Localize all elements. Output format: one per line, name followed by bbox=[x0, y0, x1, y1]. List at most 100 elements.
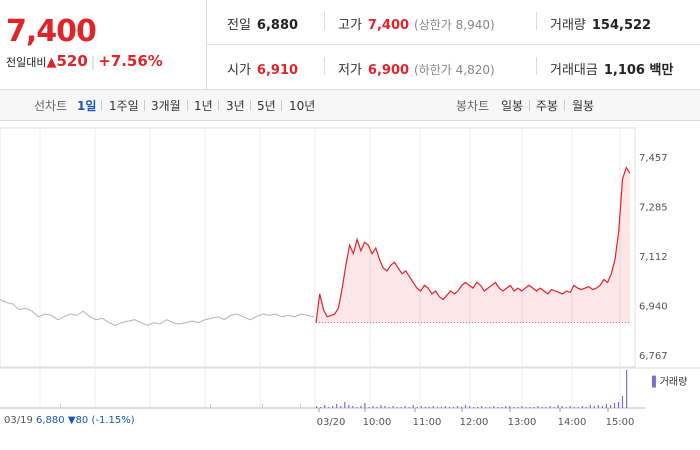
volume-bar bbox=[452, 407, 455, 408]
volume-bar bbox=[400, 407, 402, 408]
volume-bar bbox=[444, 406, 446, 408]
change-percent: +7.56% bbox=[98, 52, 163, 70]
quote-header: 7,400 전일대비▲520 | +7.56% 전일 6,880 고가 7,400 (상한… bbox=[0, 0, 700, 90]
plot-area bbox=[0, 127, 636, 368]
volume-bar bbox=[569, 406, 571, 408]
volume-bar bbox=[557, 405, 559, 408]
volume-bar bbox=[473, 407, 475, 408]
volume-bar bbox=[477, 407, 479, 408]
volume-bar bbox=[372, 406, 374, 408]
volume-bar bbox=[626, 370, 628, 408]
divider bbox=[536, 57, 537, 75]
volume-bar bbox=[356, 407, 358, 408]
tab-divider bbox=[529, 100, 530, 111]
divider bbox=[324, 57, 325, 75]
period-tabs: 선차트 1일 1주일 3개월 1년 3년 5년 10년 봉차트 일봉 주봉 월봉 bbox=[0, 90, 700, 121]
volume-bar bbox=[352, 406, 354, 408]
volume-bar bbox=[428, 407, 430, 408]
change-label: 전일대비 bbox=[6, 56, 47, 69]
volume-bar bbox=[533, 407, 535, 408]
volume-bar bbox=[324, 405, 326, 408]
volume-bar bbox=[521, 406, 523, 408]
tab-1y[interactable]: 1년 bbox=[194, 99, 213, 113]
volume-bar bbox=[541, 407, 543, 408]
volume-bar bbox=[525, 407, 527, 408]
volume-bar bbox=[553, 407, 555, 408]
volume-bar bbox=[529, 407, 531, 408]
stat-open: 시가 6,910 bbox=[227, 63, 299, 78]
divider bbox=[536, 12, 537, 30]
y-tick-label: 7,112 bbox=[639, 252, 668, 263]
tab-monthly[interactable]: 월봉 bbox=[572, 99, 595, 113]
volume-bar bbox=[621, 396, 624, 408]
volume-bar bbox=[424, 407, 426, 408]
volume-bar bbox=[316, 406, 318, 408]
stats-table: 전일 6,880 고가 7,400 (상한가 8,940) 거래량 154,522 시가… bbox=[207, 0, 700, 89]
volume-bar bbox=[328, 407, 330, 408]
volume-bar bbox=[585, 407, 587, 408]
tab-divider bbox=[187, 100, 188, 111]
tab-3m[interactable]: 3개월 bbox=[151, 99, 181, 113]
volume-bar bbox=[432, 406, 434, 408]
change-divider: | bbox=[90, 55, 96, 70]
volume-bar bbox=[517, 407, 519, 408]
tab-1d[interactable]: 1일 bbox=[77, 99, 97, 113]
change-row: 전일대비▲520 | +7.56% bbox=[6, 52, 163, 70]
stat-volume: 거래량 154,522 bbox=[550, 18, 652, 33]
today-area bbox=[316, 167, 630, 323]
volume-bar bbox=[493, 406, 495, 408]
volume-bar bbox=[368, 407, 370, 408]
volume-bar bbox=[513, 407, 515, 408]
line-chart-label: 선차트 bbox=[34, 99, 68, 113]
volume-bar bbox=[561, 406, 563, 408]
prev-day-line bbox=[0, 299, 315, 326]
volume-bar bbox=[577, 407, 579, 408]
divider bbox=[324, 12, 325, 30]
volume-bar bbox=[509, 406, 511, 408]
stats-row-1: 전일 6,880 고가 7,400 (상한가 8,940) 거래량 154,522 bbox=[207, 0, 700, 45]
volume-bar bbox=[605, 404, 607, 408]
volume-bar bbox=[332, 406, 334, 408]
volume-bar bbox=[545, 407, 547, 408]
y-tick-label: 6,767 bbox=[639, 351, 668, 362]
tab-5y[interactable]: 5년 bbox=[257, 99, 276, 113]
x-tick-label: 13:00 bbox=[508, 417, 537, 428]
volume-bar bbox=[384, 406, 386, 408]
volume-bar bbox=[573, 407, 575, 408]
tab-divider bbox=[281, 100, 282, 111]
volume-bar bbox=[497, 407, 499, 408]
volume-bar bbox=[420, 406, 422, 408]
volume-bar bbox=[581, 406, 583, 408]
current-price: 7,400 bbox=[6, 14, 97, 49]
x-tick-label: 11:00 bbox=[413, 417, 442, 428]
candle-chart-label: 봉차트 bbox=[456, 99, 490, 113]
volume-bar bbox=[344, 402, 346, 408]
x-tick-label: 10:00 bbox=[363, 417, 392, 428]
volume-bar bbox=[481, 406, 483, 408]
tab-1w[interactable]: 1주일 bbox=[109, 99, 139, 113]
volume-bar bbox=[320, 407, 322, 408]
tab-weekly[interactable]: 주봉 bbox=[536, 99, 559, 113]
tab-daily[interactable]: 일봉 bbox=[501, 99, 524, 113]
today-line bbox=[315, 166, 631, 323]
tab-divider bbox=[101, 100, 102, 111]
tab-3y[interactable]: 3년 bbox=[226, 99, 245, 113]
prev-date: 03/19 bbox=[4, 415, 33, 426]
price-box: 7,400 전일대비▲520 | +7.56% bbox=[0, 0, 207, 89]
prev-change-pct: (-1.15%) bbox=[91, 415, 135, 426]
volume-bar bbox=[537, 406, 539, 408]
volume-bar bbox=[396, 407, 398, 408]
y-tick-label: 6,940 bbox=[639, 301, 668, 312]
volume-bar bbox=[489, 407, 491, 408]
tab-divider bbox=[218, 100, 219, 111]
volume-bar-prev bbox=[300, 404, 301, 408]
tab-10y[interactable]: 10년 bbox=[289, 99, 316, 113]
x-tick-label: 12:00 bbox=[460, 417, 489, 428]
volume-bar bbox=[388, 407, 390, 408]
volume-bar bbox=[601, 406, 603, 408]
volume-legend: ▌거래량 bbox=[652, 377, 688, 388]
volume-bar bbox=[380, 405, 382, 408]
change-value: 520 bbox=[56, 52, 88, 70]
down-arrow-icon: ▼ bbox=[67, 415, 76, 426]
volume-bar bbox=[589, 405, 591, 408]
